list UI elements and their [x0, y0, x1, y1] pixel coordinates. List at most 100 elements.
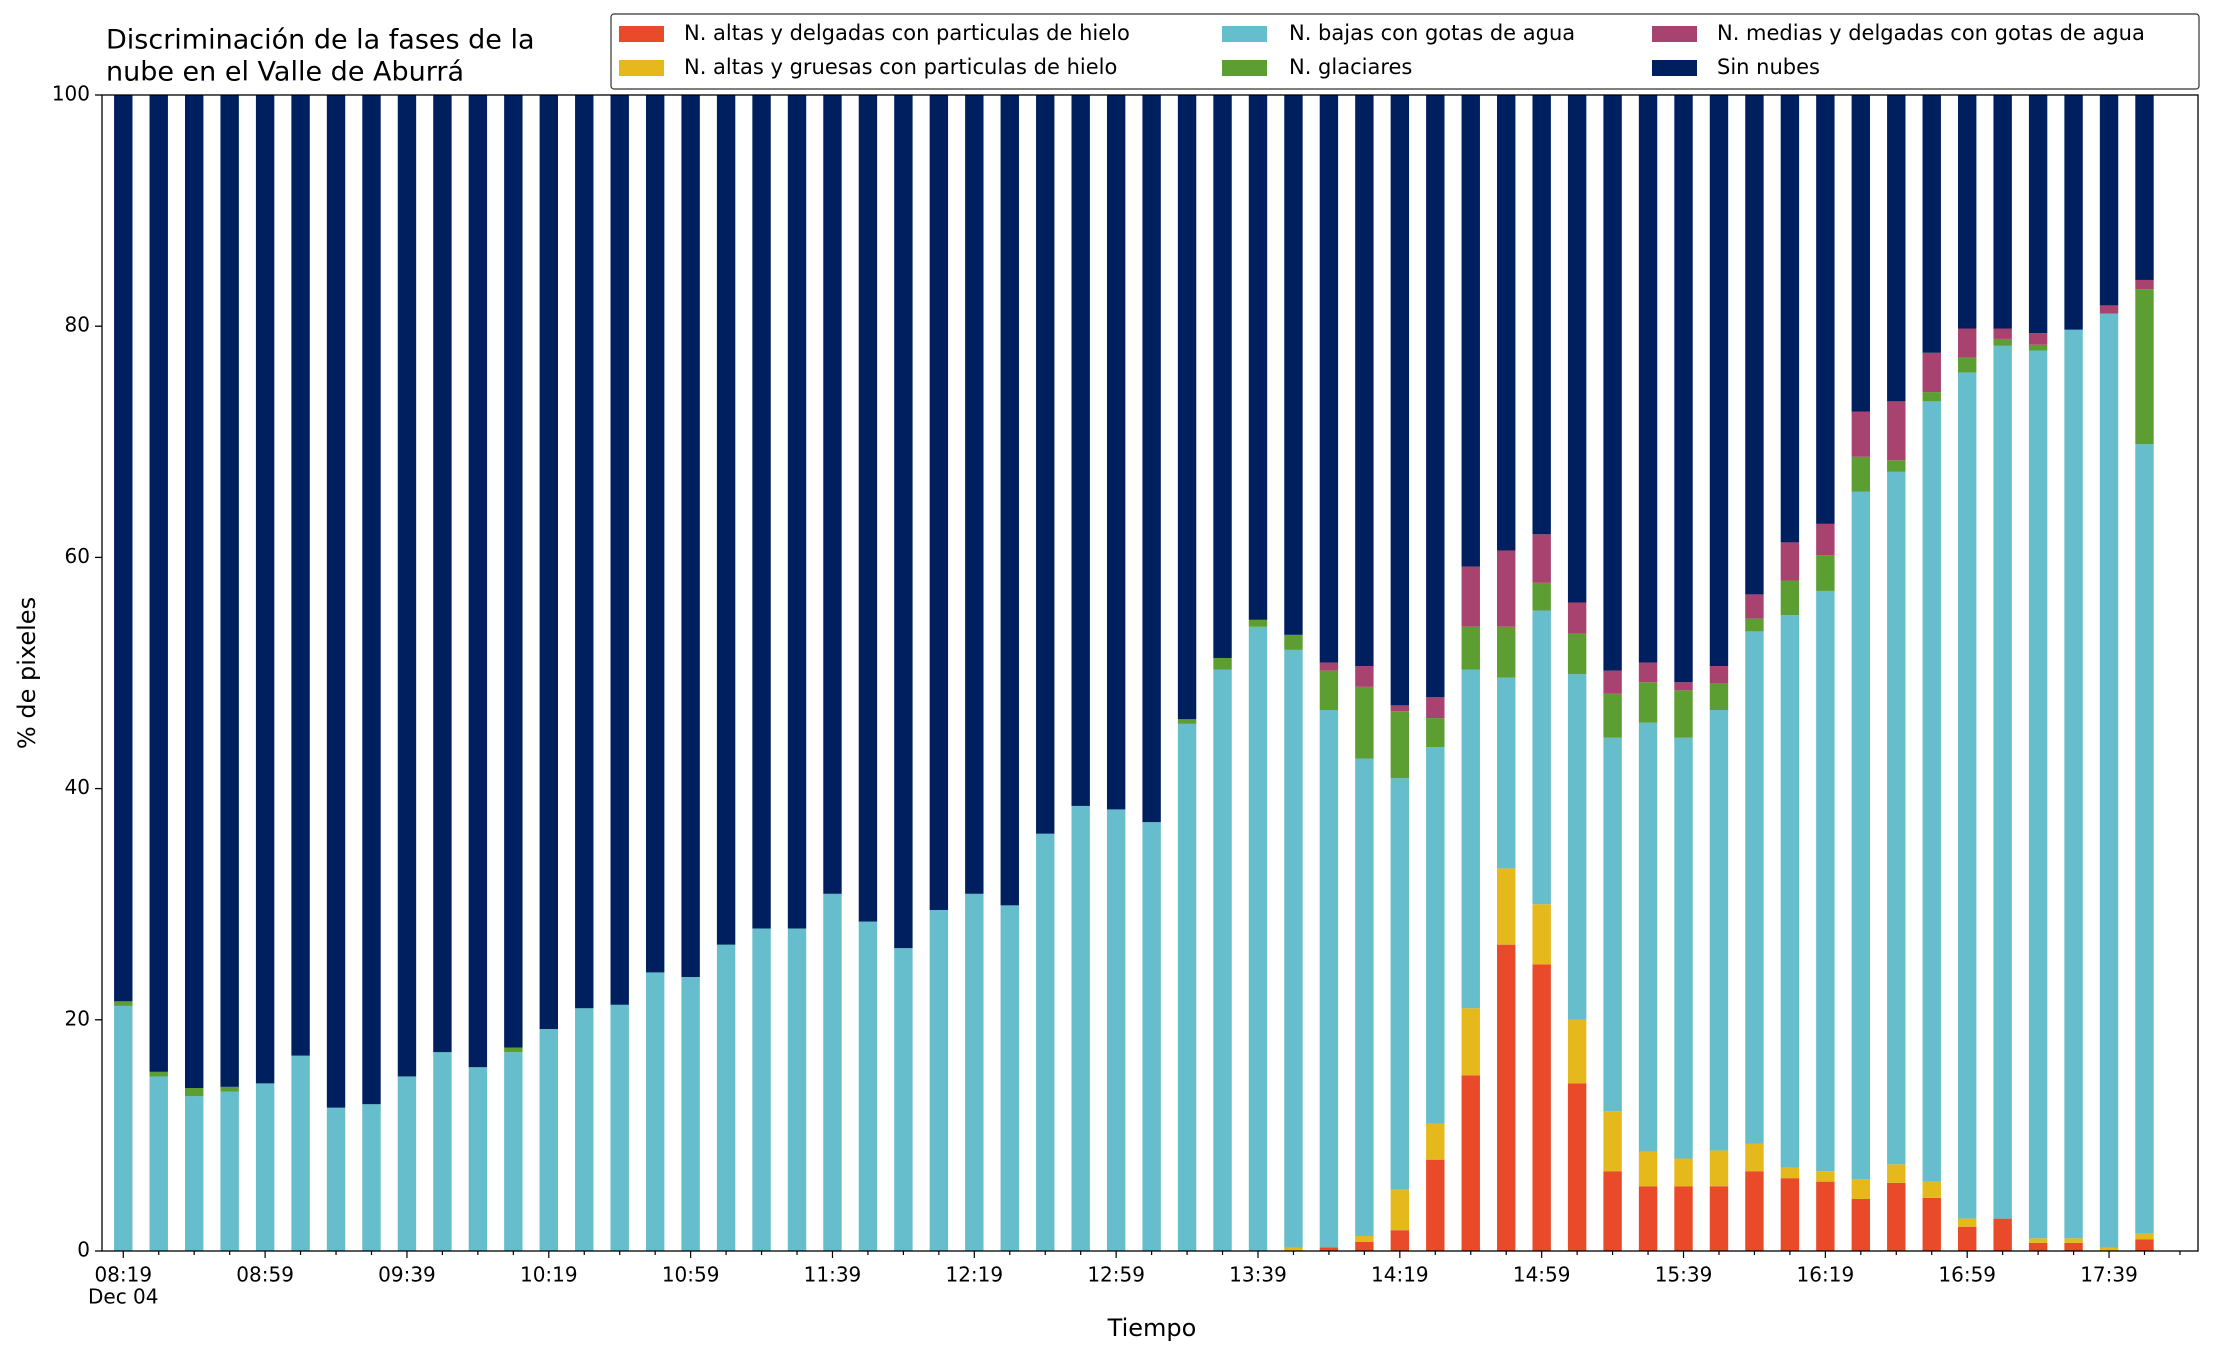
bar-segment [787, 95, 807, 929]
bar-segment [1567, 602, 1587, 634]
bar-segment [1461, 95, 1480, 567]
bar-segment [1638, 722, 1658, 1152]
bar-segment [504, 1047, 523, 1053]
bar-segment [1922, 1197, 1941, 1251]
bar-segment [1426, 697, 1445, 719]
bar-segment [1780, 1167, 1800, 1179]
bar-segment [539, 95, 558, 1030]
y-tick-label: 40 [65, 775, 90, 799]
bar-segment [716, 95, 736, 945]
bar-segment [2135, 444, 2154, 1234]
bar-segment [114, 1001, 133, 1006]
bar-segment [1177, 719, 1197, 724]
x-tick-label: 14:19 [1371, 1263, 1429, 1287]
bar-segment [2028, 1242, 2048, 1251]
x-tick-label: 10:59 [662, 1263, 720, 1287]
date-label: Dec 04 [88, 1285, 159, 1309]
bar-segment [1497, 868, 1516, 945]
y-tick-label: 100 [52, 82, 90, 106]
bar-segment [1142, 822, 1161, 1251]
bar-segment [114, 95, 133, 1002]
bar-segment [1497, 677, 1516, 869]
bar-segment [1957, 372, 1977, 1219]
bar-segment [1638, 95, 1658, 663]
bar-segment [1426, 746, 1445, 1124]
x-tick-label: 15:39 [1655, 1263, 1713, 1287]
bar-segment [504, 1052, 523, 1251]
bar-segment [1709, 95, 1729, 667]
y-axis-label: % de pixeles [13, 597, 41, 749]
bar-segment [1851, 95, 1871, 412]
bar-segment [716, 944, 736, 1251]
bar-segment [1993, 328, 2012, 339]
bar-segment [1461, 1075, 1480, 1251]
bar-segment [1851, 1179, 1871, 1199]
bar-segment [1709, 683, 1729, 710]
bar-segment [1284, 649, 1303, 1248]
bar-segment [2064, 1238, 2083, 1243]
bar-segment [1355, 686, 1374, 759]
bar-segment [1745, 1171, 1764, 1251]
bar-segment [1177, 95, 1197, 720]
bar-segment [326, 95, 346, 1108]
bar-segment [1674, 737, 1693, 1159]
legend-label: N. glaciares [1289, 55, 1412, 79]
chart-title: Discriminación de la fases de la [106, 25, 535, 56]
bar-segment [1284, 95, 1303, 635]
bar-segment [1461, 1008, 1480, 1076]
legend-label: N. medias y delgadas con gotas de agua [1717, 21, 2145, 45]
bar-segment [823, 893, 842, 1251]
x-tick-label: 08:19 [94, 1263, 152, 1287]
bar-segment [1390, 1189, 1410, 1231]
bar-segment [1603, 1111, 1622, 1172]
bar-segment [397, 95, 417, 1077]
legend-box [610, 13, 2200, 90]
bar-segment [149, 95, 168, 1072]
bar-segment [1638, 1151, 1658, 1187]
bar-segment [255, 95, 275, 1084]
bar-segment [1780, 580, 1800, 616]
bar-segment [362, 95, 381, 1105]
bar-segment [1674, 690, 1693, 738]
bar-segment [114, 1005, 133, 1251]
bar-segment [1319, 670, 1339, 710]
x-tick-label: 09:39 [378, 1263, 436, 1287]
bar-segment [1816, 1181, 1835, 1251]
bar-segment [1355, 758, 1374, 1236]
bar-segment [1957, 95, 1977, 329]
bar-segment [1709, 709, 1729, 1151]
bar-segment [149, 1076, 168, 1251]
bar-segment [539, 1029, 558, 1251]
bar-segment [1745, 1143, 1764, 1172]
bar-segment [255, 1083, 275, 1251]
bar-segment [1284, 634, 1303, 650]
bar-segment [1816, 555, 1835, 591]
bar-segment [2135, 1239, 2154, 1251]
chart-title: nube en el Valle de Aburrá [106, 57, 464, 88]
bar-segment [1780, 95, 1800, 543]
bar-segment [2028, 333, 2048, 345]
bar-segment [1497, 944, 1516, 1251]
bar-segment [1674, 95, 1693, 683]
bar-segment [1532, 610, 1551, 905]
bar-segment [1461, 626, 1480, 670]
bar-segment [1390, 1230, 1410, 1251]
bar-segment [645, 95, 665, 973]
bar-segment [681, 977, 700, 1251]
bar-segment [1887, 471, 1906, 1165]
plot-frame [101, 94, 2199, 1252]
bar-segment [1248, 95, 1268, 620]
bar-segment [2028, 1238, 2048, 1243]
bar-segment [2135, 1233, 2154, 1240]
bar-segment [2135, 289, 2154, 445]
bar-segment [433, 95, 452, 1053]
bar-segment [1709, 1186, 1729, 1251]
bar-segment [1780, 542, 1800, 581]
bar-segment [1674, 1186, 1693, 1251]
legend-swatch [1652, 26, 1697, 42]
bar-segment [1922, 1181, 1941, 1198]
bar-segment [1709, 1150, 1729, 1187]
bar-segment [2064, 95, 2083, 330]
bar-segment [1426, 718, 1445, 747]
